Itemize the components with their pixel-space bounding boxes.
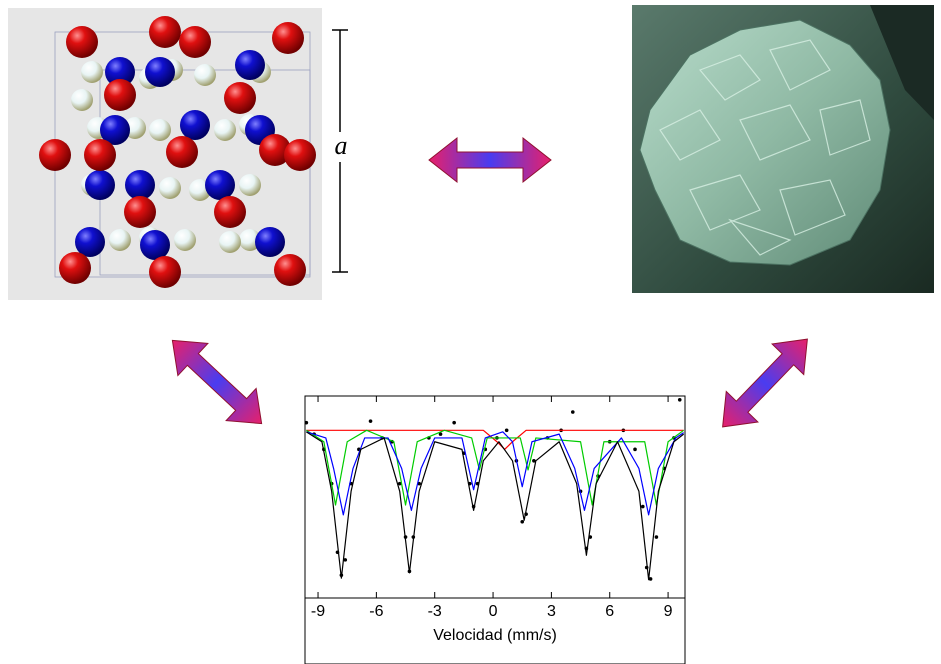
x-tick-label: 3	[547, 603, 556, 620]
atom-n	[75, 227, 105, 257]
atom-h	[214, 119, 236, 141]
atom-h	[194, 64, 216, 86]
double-arrow	[429, 138, 551, 182]
data-point	[505, 429, 509, 433]
atom-o	[179, 26, 211, 58]
atom-n	[255, 227, 285, 257]
atom-o	[272, 22, 304, 54]
atom-h	[159, 177, 181, 199]
x-tick-label: -3	[428, 603, 442, 620]
x-tick-label: -6	[369, 603, 383, 620]
atom-o	[284, 139, 316, 171]
atom-h	[174, 229, 196, 251]
atom-n	[145, 57, 175, 87]
figure: a Velocidad (mm/s) -9 -6 -3 0 3 6 9	[0, 0, 941, 664]
atom-o	[224, 82, 256, 114]
atom-o	[149, 16, 181, 48]
atom-o	[84, 139, 116, 171]
atom-h	[71, 89, 93, 111]
atom-o	[214, 196, 246, 228]
data-point	[305, 421, 309, 425]
atom-o	[149, 256, 181, 288]
atom-o	[59, 252, 91, 284]
atom-o	[39, 139, 71, 171]
chart-frame	[305, 396, 685, 664]
atom-o	[124, 196, 156, 228]
atom-h	[109, 229, 131, 251]
data-point	[369, 419, 373, 423]
atom-n	[125, 170, 155, 200]
double-arrow	[707, 324, 823, 442]
double-arrow	[157, 324, 276, 439]
x-axis-label: Velocidad (mm/s)	[433, 627, 557, 644]
atom-h	[81, 61, 103, 83]
atom-o	[104, 79, 136, 111]
data-point	[633, 448, 637, 452]
atom-o	[274, 254, 306, 286]
atom-h	[239, 174, 261, 196]
scale-label: a	[335, 131, 348, 160]
atom-n	[205, 170, 235, 200]
atom-h	[149, 119, 171, 141]
data-point	[678, 398, 682, 402]
atom-n	[235, 50, 265, 80]
x-tick-label: 9	[664, 603, 673, 620]
atom-o	[66, 26, 98, 58]
atom-n	[180, 110, 210, 140]
data-point	[452, 421, 456, 425]
x-tick-label: -9	[311, 603, 325, 620]
crystal-structure: a	[8, 8, 352, 300]
atom-n	[85, 170, 115, 200]
atom-o	[166, 136, 198, 168]
x-tick-label: 6	[605, 603, 614, 620]
data-point	[641, 505, 645, 509]
spectrum-chart: Velocidad (mm/s) -9 -6 -3 0 3 6 9	[305, 396, 685, 664]
data-point	[655, 535, 659, 539]
atom-n	[140, 230, 170, 260]
x-tick-label: 0	[489, 603, 498, 620]
atom-h	[219, 231, 241, 253]
sem-image	[632, 5, 934, 293]
data-point	[520, 520, 524, 524]
data-point	[571, 410, 575, 414]
